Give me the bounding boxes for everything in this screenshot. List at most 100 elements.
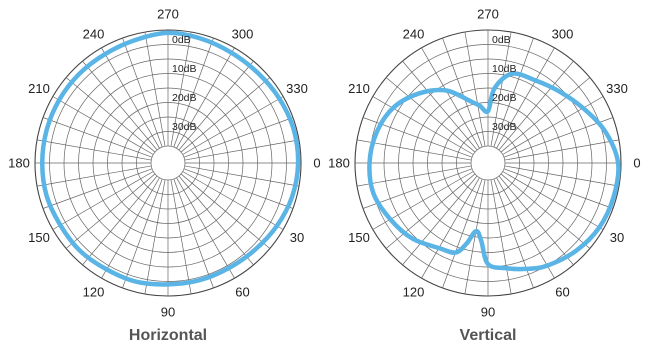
vertical-grid-spoke — [504, 139, 620, 161]
horizontal-grid-spoke — [180, 173, 271, 249]
horizontal-angle-label-300: 300 — [232, 26, 254, 41]
horizontal-grid-spoke — [101, 47, 160, 149]
horizontal-db-label-0db: 0dB — [172, 34, 191, 46]
horizontal-grid-spoke — [42, 168, 153, 209]
horizontal-grid-ring — [150, 145, 186, 181]
horizontal-angle-label-60: 60 — [235, 285, 249, 300]
horizontal-grid-spoke — [52, 96, 154, 155]
vertical-angle-label-0: 0 — [633, 156, 640, 171]
horizontal-grid-spoke — [173, 178, 214, 289]
horizontal-grid-spoke — [178, 175, 254, 266]
vertical-grid-spoke — [500, 173, 591, 249]
vertical-angle-label-210: 210 — [348, 81, 370, 96]
horizontal-angle-label-210: 210 — [28, 81, 50, 96]
horizontal-grid-spoke — [122, 178, 163, 289]
vertical-polar-chart: 0 30 60 90 120 150 180 210 240 270 300 330 0dB 10dB 20… — [328, 7, 640, 345]
horizontal-grid-spoke — [144, 179, 166, 295]
horizontal-db-label-20db: 20dB — [172, 92, 197, 104]
vertical-grid-spoke — [442, 178, 483, 289]
vertical-grid-spoke — [356, 165, 472, 187]
horizontal-angle-label-120: 120 — [83, 285, 105, 300]
vertical-angle-label-300: 300 — [552, 26, 574, 41]
horizontal-angle-label-150: 150 — [28, 230, 50, 245]
horizontal-grid-spoke — [65, 173, 156, 249]
vertical-grid-ring — [470, 145, 506, 181]
vertical-grid-spoke — [464, 179, 486, 295]
vertical-grid-spoke — [496, 47, 555, 149]
vertical-grid-spoke — [372, 171, 474, 230]
vertical-db-label-20db: 20dB — [492, 92, 517, 104]
horizontal-grid-spoke — [183, 168, 294, 209]
horizontal-grid-spoke — [101, 177, 160, 279]
vertical-grid-spoke — [498, 60, 574, 151]
vertical-grid-spoke — [503, 168, 614, 209]
horizontal-grid-spoke — [170, 179, 192, 295]
horizontal-grid-spoke — [36, 139, 152, 161]
horizontal-angle-label-0: 0 — [313, 156, 320, 171]
horizontal-grid-spoke — [52, 171, 154, 230]
vertical-grid-spoke — [500, 77, 591, 153]
horizontal-db-label-30db: 30dB — [172, 121, 197, 133]
horizontal-grid-spoke — [180, 77, 271, 153]
vertical-angle-label-60: 60 — [555, 285, 569, 300]
horizontal-polar-chart: 0 30 60 90 120 150 180 210 240 270 300 330 0dB 10dB 20… — [8, 7, 320, 345]
vertical-grid-spoke — [362, 168, 473, 209]
vertical-grid-spoke — [496, 177, 555, 279]
horizontal-db-label-10db: 10dB — [172, 63, 197, 75]
vertical-chart-title: Vertical — [460, 327, 517, 344]
vertical-pattern-line — [367, 71, 621, 272]
vertical-grid-spoke — [504, 165, 620, 187]
vertical-grid-spoke — [498, 175, 574, 266]
horizontal-grid-spoke — [176, 47, 235, 149]
horizontal-angle-label-330: 330 — [286, 81, 308, 96]
vertical-grid-spoke — [385, 173, 476, 249]
horizontal-grid-spoke — [182, 171, 284, 230]
vertical-angle-label-240: 240 — [403, 26, 425, 41]
vertical-grid-spoke — [372, 96, 474, 155]
horizontal-labels: 0 30 60 90 120 150 180 210 240 270 300 330 0dB 10dB 20… — [8, 7, 320, 320]
horizontal-grid-spoke — [184, 165, 300, 187]
vertical-grid-spoke — [385, 77, 476, 153]
vertical-grid-spoke — [421, 47, 480, 149]
vertical-grid-spoke — [503, 117, 614, 158]
horizontal-grid-spoke — [82, 175, 158, 266]
vertical-angle-label-120: 120 — [403, 285, 425, 300]
horizontal-grid-spoke — [176, 177, 235, 279]
horizontal-grid-spoke — [170, 31, 192, 147]
vertical-db-label-10db: 10dB — [492, 63, 517, 75]
vertical-grid-spoke — [493, 178, 534, 289]
horizontal-grid-spoke — [82, 60, 158, 151]
horizontal-angle-label-240: 240 — [83, 26, 105, 41]
vertical-grid-spoke — [490, 179, 512, 295]
horizontal-grid-spoke — [36, 165, 152, 187]
horizontal-grid-spoke — [183, 117, 294, 158]
horizontal-grid-spoke — [184, 139, 300, 161]
vertical-angle-label-330: 330 — [606, 81, 628, 96]
horizontal-angle-label-270: 270 — [157, 7, 179, 22]
vertical-grid-spoke — [402, 60, 478, 151]
vertical-grid-spoke — [490, 31, 512, 147]
vertical-grid-spoke — [421, 177, 480, 279]
vertical-angle-label-150: 150 — [348, 230, 370, 245]
vertical-grid-spoke — [442, 37, 483, 148]
vertical-grid — [354, 29, 622, 297]
horizontal-grid-spoke — [182, 96, 284, 155]
vertical-grid-spoke — [502, 96, 604, 155]
vertical-grid-spoke — [493, 37, 534, 148]
vertical-db-label-0db: 0dB — [492, 34, 511, 46]
horizontal-angle-label-30: 30 — [290, 230, 304, 245]
vertical-angle-label-180: 180 — [328, 156, 350, 171]
horizontal-pattern-line — [40, 30, 301, 287]
vertical-angle-label-90: 90 — [481, 305, 495, 320]
horizontal-grid-spoke — [42, 117, 153, 158]
horizontal-chart-title: Horizontal — [129, 327, 207, 344]
horizontal-grid-spoke — [178, 60, 254, 151]
vertical-grid-spoke — [402, 175, 478, 266]
horizontal-angle-label-90: 90 — [161, 305, 175, 320]
horizontal-grid-spoke — [173, 37, 214, 148]
vertical-db-label-30db: 30dB — [492, 121, 517, 133]
horizontal-grid-spoke — [144, 31, 166, 147]
vertical-grid-spoke — [502, 171, 604, 230]
vertical-labels: 0 30 60 90 120 150 180 210 240 270 300 330 0dB 10dB 20… — [328, 7, 640, 320]
